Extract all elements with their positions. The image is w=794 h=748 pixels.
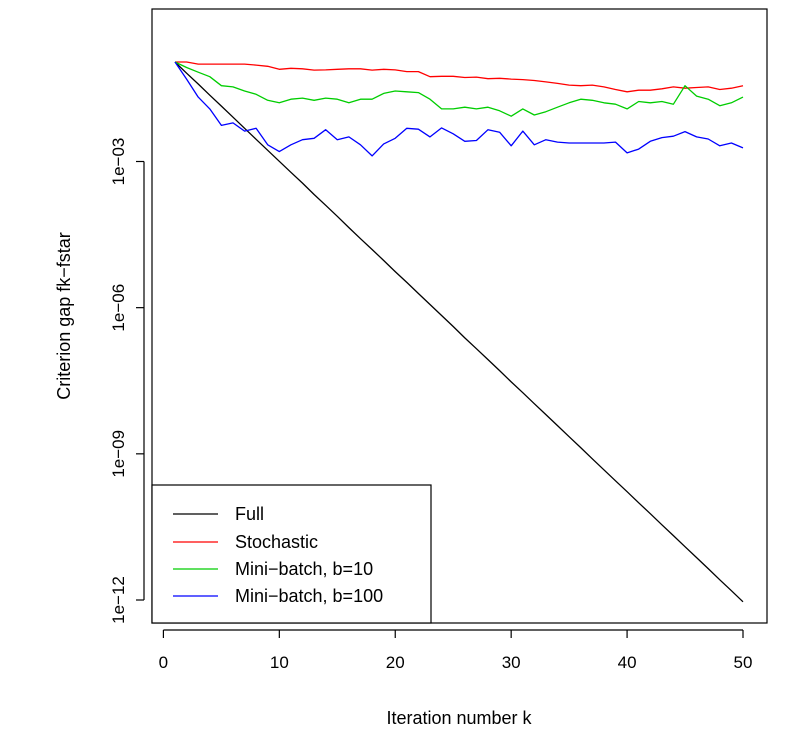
legend: Full Stochastic Mini−batch, b=10 Mini−batch… xyxy=(151,484,432,624)
y-tick-label: 1e−12 xyxy=(109,576,128,624)
y-tick-label: 1e−09 xyxy=(109,430,128,478)
legend-label-2: Mini−batch, b=10 xyxy=(235,559,373,579)
series-line-1 xyxy=(175,61,744,93)
x-tick-label: 30 xyxy=(502,653,521,672)
x-axis-title: Iteration number k xyxy=(386,708,532,728)
x-tick-label: 20 xyxy=(386,653,405,672)
x-axis: 0 10 20 30 40 50 xyxy=(159,629,753,672)
x-tick-label: 50 xyxy=(734,653,753,672)
x-tick-label: 10 xyxy=(270,653,289,672)
y-axis: 1e−03 1e−06 1e−09 1e−12 xyxy=(109,138,145,624)
series-line-3 xyxy=(174,61,744,157)
x-tick-label: 0 xyxy=(159,653,168,672)
series-layer xyxy=(174,61,744,603)
legend-label-0: Full xyxy=(235,504,264,524)
y-axis-title: Criterion gap fk−fstar xyxy=(54,232,74,400)
x-tick-label: 40 xyxy=(618,653,637,672)
plot-frame xyxy=(151,8,768,624)
y-tick-label: 1e−06 xyxy=(109,284,128,332)
legend-box xyxy=(151,484,432,624)
legend-label-1: Stochastic xyxy=(235,532,318,552)
series-line-0 xyxy=(174,61,744,603)
legend-label-3: Mini−batch, b=100 xyxy=(235,586,383,606)
series-line-2 xyxy=(174,61,744,117)
y-tick-label: 1e−03 xyxy=(109,138,128,186)
